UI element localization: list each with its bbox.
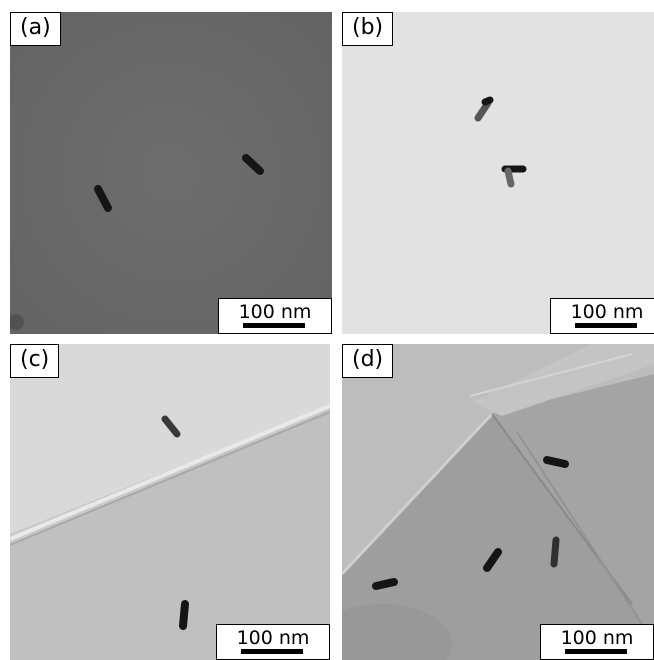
panel-d: (d) 100 nm (342, 344, 654, 660)
scale-bar-line (243, 323, 305, 328)
nanorod (372, 578, 398, 590)
nanorod (550, 536, 560, 568)
scale-bar-line (575, 323, 637, 328)
nanorod (504, 167, 515, 188)
panel-label: (b) (342, 12, 394, 46)
nanorod (94, 185, 112, 212)
nanorod (483, 548, 502, 572)
nanorod (481, 96, 494, 106)
scale-bar: 100 nm (540, 624, 654, 660)
panel-b: (b) 100 nm (342, 12, 654, 334)
nanorod (179, 600, 189, 630)
nanorod (161, 415, 181, 438)
nanorod (242, 154, 264, 175)
tem-image-d (342, 344, 654, 660)
scale-bar-label: 100 nm (238, 301, 312, 323)
tem-image-c (10, 344, 330, 660)
tem-image-b (342, 12, 654, 334)
nanorod (474, 99, 492, 122)
scale-bar-label: 100 nm (236, 627, 310, 649)
panel-a: (a) 100 nm (10, 12, 332, 334)
scale-bar-label: 100 nm (560, 627, 634, 649)
nanorod (543, 456, 569, 468)
scale-bar-line (565, 649, 627, 654)
panel-label: (a) (10, 12, 61, 46)
scale-bar: 100 nm (216, 624, 330, 660)
tem-image-a (10, 12, 332, 334)
panel-label: (d) (342, 344, 394, 378)
scale-bar-line (241, 649, 303, 654)
panel-label: (c) (10, 344, 60, 378)
scale-bar: 100 nm (218, 298, 332, 334)
panel-c: (c) 100 nm (10, 344, 330, 660)
scale-bar: 100 nm (550, 298, 654, 334)
scale-bar-label: 100 nm (570, 301, 644, 323)
